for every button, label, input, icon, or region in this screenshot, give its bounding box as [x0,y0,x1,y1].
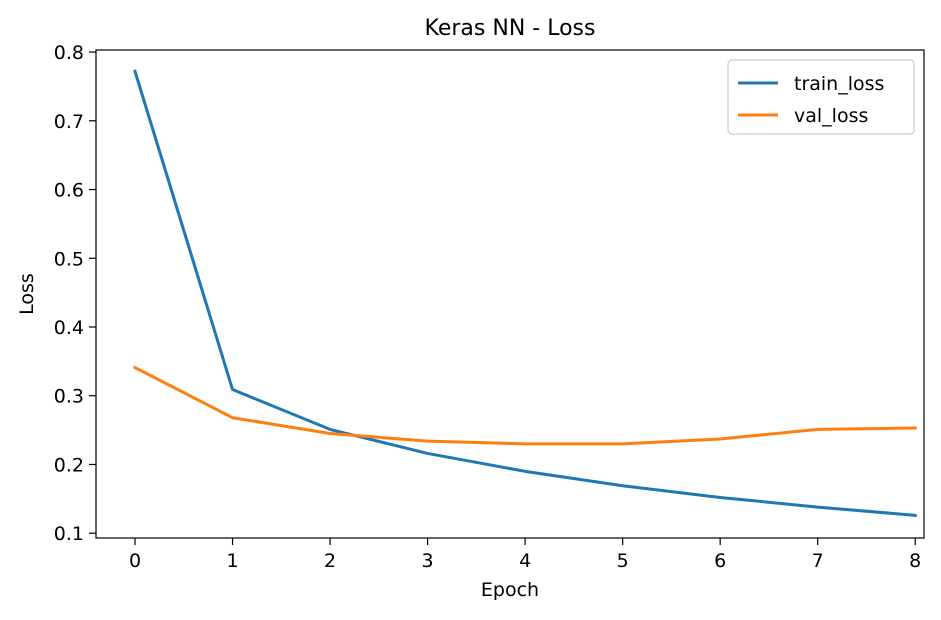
y-tick-label: 0.2 [54,454,84,476]
plot-frame [95,49,925,539]
y-tick-label: 0.7 [54,111,84,133]
x-tick-label: 6 [714,550,726,572]
x-tick-label: 1 [226,550,238,572]
series-line-train-loss [133,69,917,517]
series-line-val-loss [132,365,917,446]
y-tick-label: 0.3 [54,386,84,408]
y-tick-label: 0.6 [54,180,84,202]
plot-lines [132,69,917,517]
x-tick-label: 4 [519,550,531,572]
x-tick-label: 0 [129,550,141,572]
x-tick-label: 7 [812,550,824,572]
axes-group: 0 1 2 3 4 5 6 7 8 0.1 0.2 0.3 0.4 0.5 0.6 0.7 0.8 [54,42,925,572]
y-tick-label: 0.4 [54,317,84,339]
y-tick-label: 0.8 [54,42,84,64]
x-axis-label: Epoch [481,579,539,601]
chart-title: Keras NN - Loss [425,16,596,41]
legend: train_loss val_loss [727,59,915,135]
y-tick-label: 0.1 [54,523,84,545]
x-tick-label: 5 [617,550,629,572]
x-tick-label: 8 [909,550,921,572]
legend-label-val-loss: val_loss [794,105,868,127]
x-tick-label: 3 [422,550,434,572]
x-tick-label: 2 [324,550,336,572]
y-tick-label: 0.5 [54,248,84,270]
legend-label-train-loss: train_loss [794,73,884,95]
y-axis-label: Loss [16,273,38,315]
